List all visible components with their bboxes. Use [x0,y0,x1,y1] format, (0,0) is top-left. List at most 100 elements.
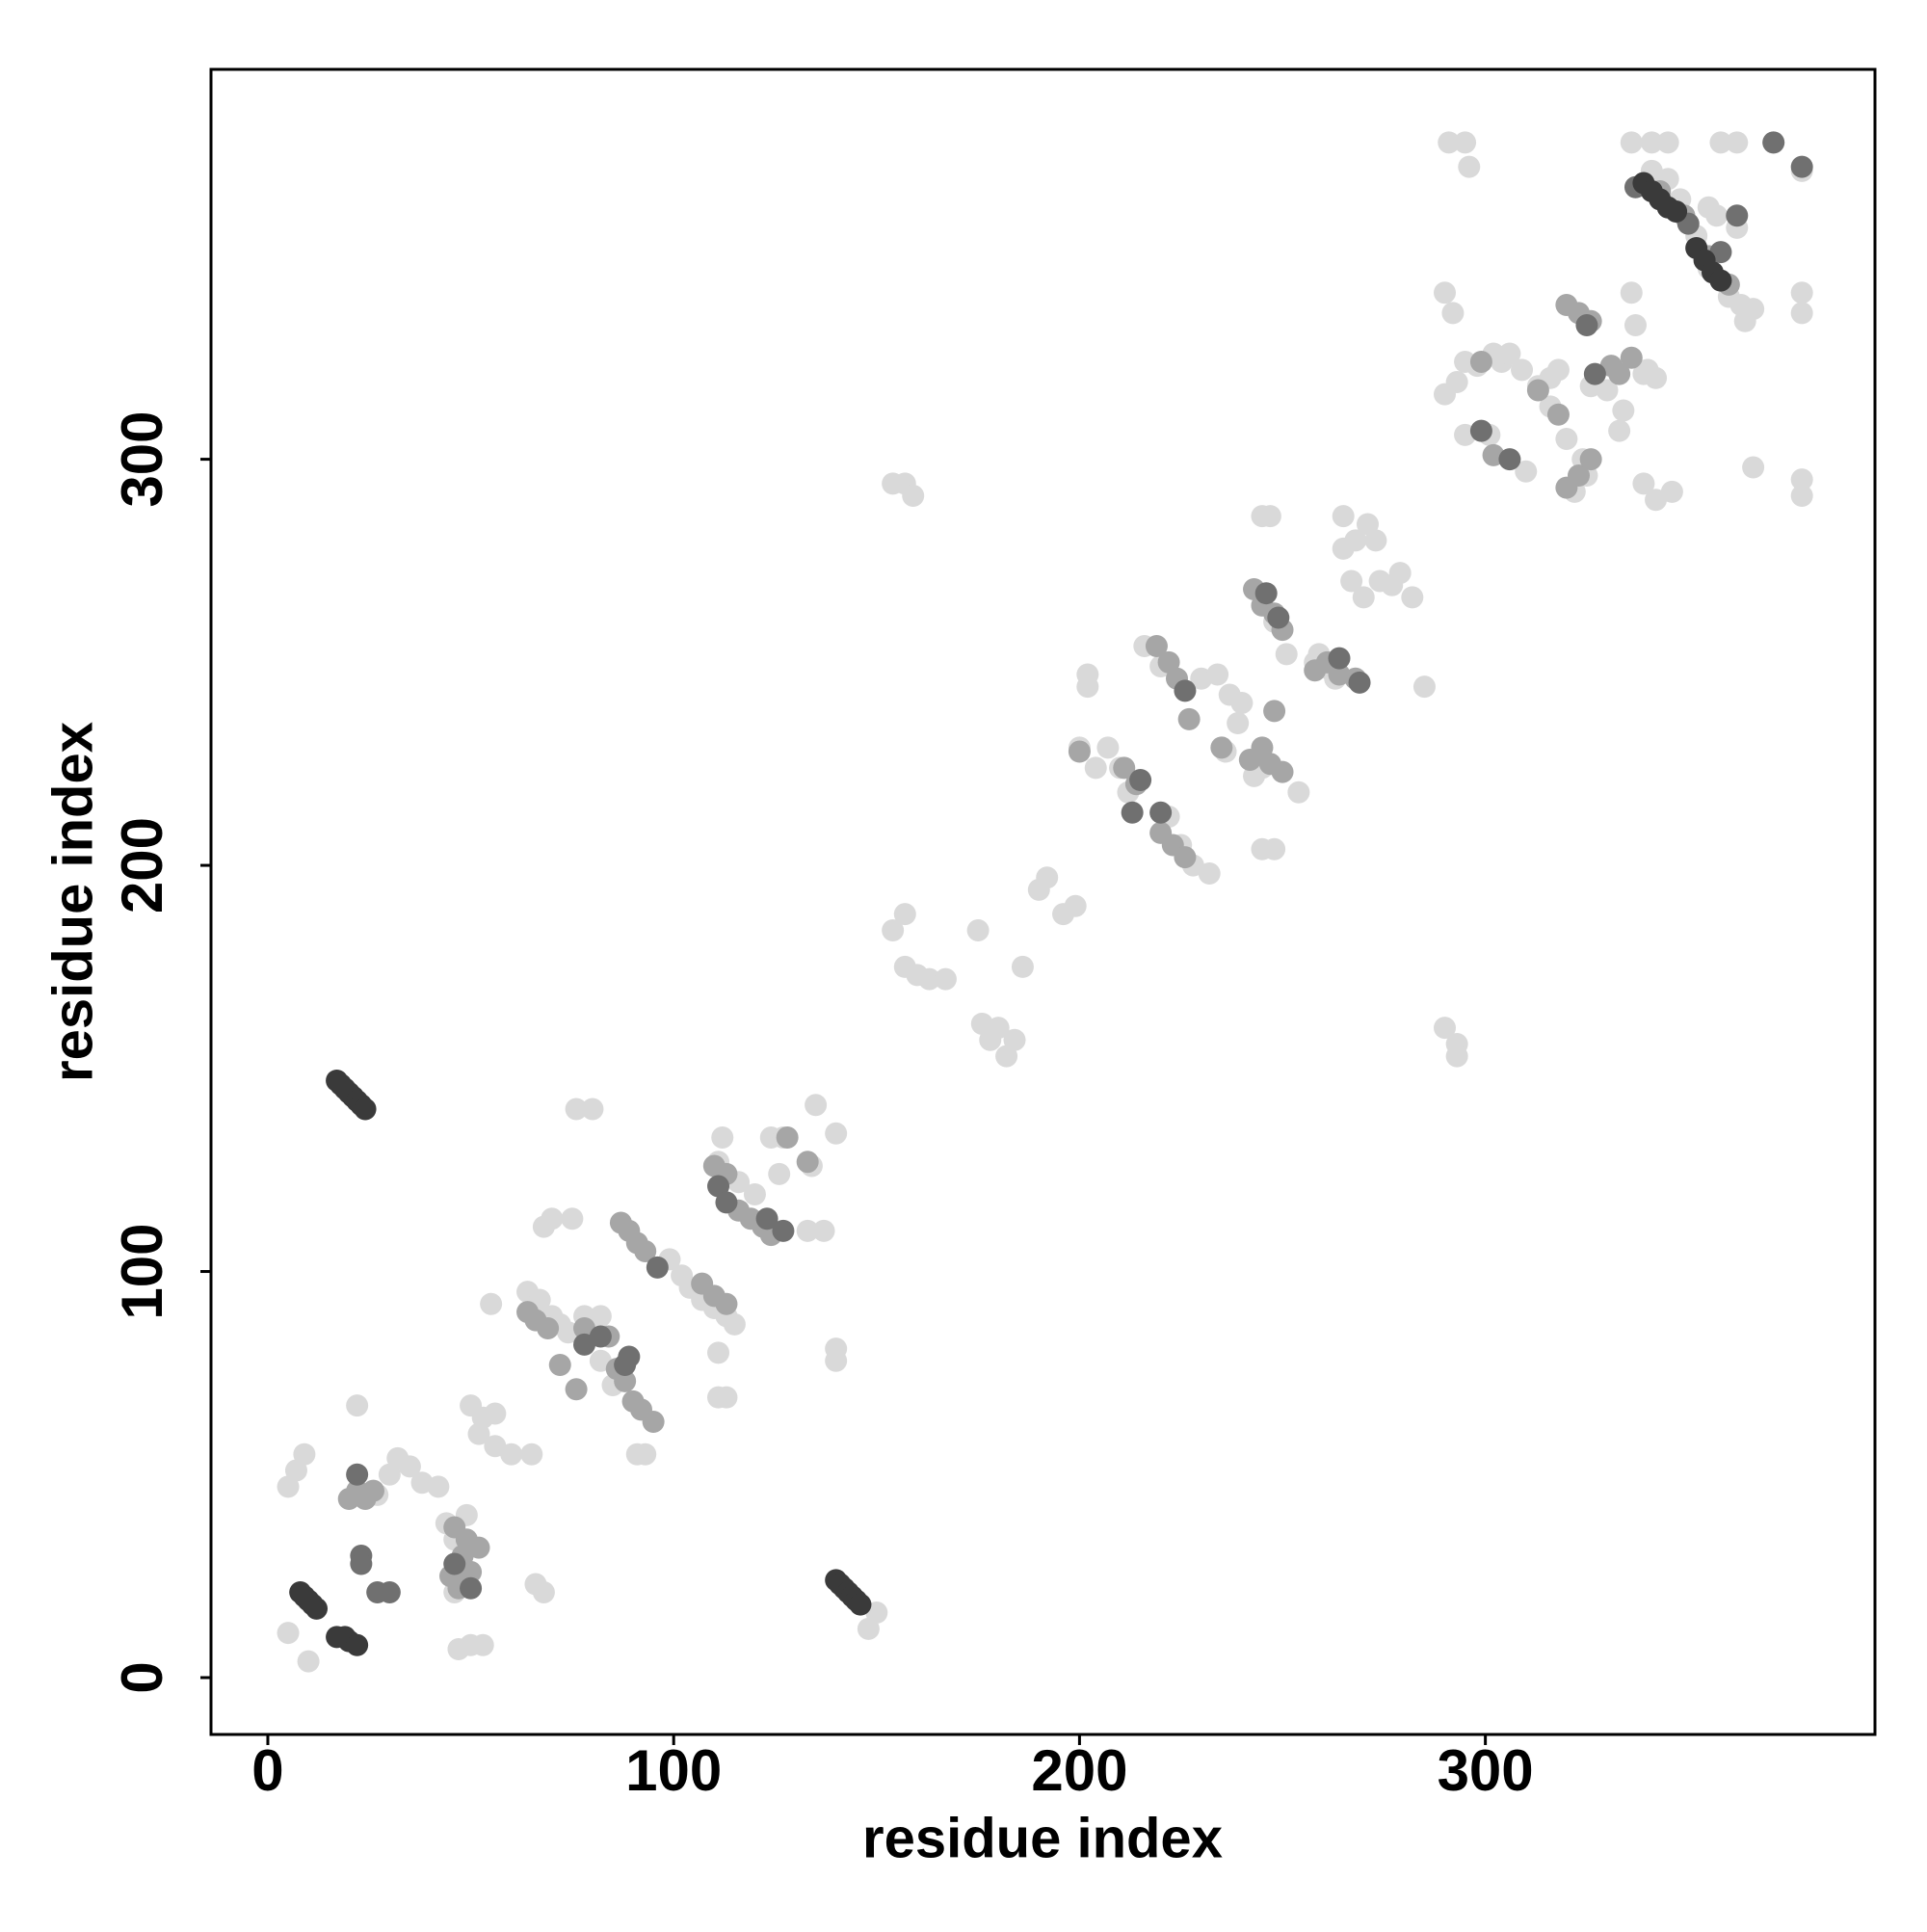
point [618,1345,641,1368]
point [812,1219,835,1242]
point [1575,314,1598,337]
point [1612,399,1635,422]
point [796,1219,819,1242]
point [1608,419,1631,442]
point [1036,866,1059,889]
point [398,1455,421,1478]
point [1271,760,1294,783]
point [1790,155,1813,178]
point [849,1593,872,1616]
point [1275,643,1298,666]
point [1198,861,1221,885]
point [1790,281,1813,304]
point [1620,131,1643,154]
point [1583,362,1606,385]
point [1733,309,1756,332]
point [1332,505,1355,528]
point [427,1475,450,1498]
point [565,1378,588,1401]
point [1434,1017,1457,1040]
point [1441,302,1465,325]
point [305,1597,329,1620]
point [634,1442,657,1466]
point [297,1650,320,1673]
point [1596,379,1619,402]
point [1458,155,1481,178]
point [707,1341,730,1364]
point [1742,456,1765,479]
point [743,1182,766,1205]
point [934,967,957,991]
point [642,1410,665,1433]
x-axis-title: residue index [862,1807,1223,1869]
point [715,1191,738,1214]
point [346,1633,369,1656]
point [768,1162,791,1185]
point [1445,1045,1468,1068]
point [1287,781,1310,804]
point [548,1353,571,1376]
point [460,1576,483,1600]
point [378,1580,401,1603]
point [715,1292,738,1315]
point [1511,358,1534,382]
point [1230,691,1254,714]
point [1726,131,1749,154]
point [1068,740,1091,763]
point [1790,485,1813,508]
point [589,1305,612,1328]
point [1096,736,1120,759]
point [1434,281,1457,304]
point [776,1125,799,1149]
point [1498,448,1521,471]
point [1348,671,1371,694]
point [484,1402,507,1425]
point [350,1552,373,1575]
point [293,1442,316,1466]
point [1620,281,1643,304]
point [1660,480,1683,503]
point [1620,346,1643,369]
point [1364,529,1387,552]
point [1388,562,1412,585]
point [1632,472,1655,495]
point [346,1394,369,1417]
point [500,1442,523,1466]
point [918,967,941,991]
point [1790,468,1813,491]
point [1263,837,1286,860]
point [467,1536,490,1559]
point [1084,756,1107,780]
point [882,919,905,942]
point [1263,700,1286,723]
point [443,1552,466,1575]
point [1709,131,1732,154]
point [467,1422,490,1445]
point [1555,428,1578,451]
point [1267,606,1290,629]
point [1656,131,1679,154]
point [589,1325,612,1348]
point [825,1337,848,1361]
point [1254,582,1278,605]
y-tick-label: 0 [110,1661,174,1693]
point [825,1122,848,1145]
x-tick-label: 300 [1438,1738,1534,1803]
point [1149,801,1173,824]
point [711,1125,734,1149]
point [532,1215,555,1238]
point [755,1207,779,1231]
y-tick-label: 200 [110,817,174,913]
point [1645,366,1668,389]
point [1258,505,1281,528]
point [1064,894,1087,917]
point [1344,529,1367,552]
point [1206,663,1229,686]
point [902,485,925,508]
point [857,1617,880,1640]
point [1129,769,1152,792]
point [581,1098,604,1121]
y-tick-label: 300 [110,411,174,508]
point [1352,586,1375,609]
